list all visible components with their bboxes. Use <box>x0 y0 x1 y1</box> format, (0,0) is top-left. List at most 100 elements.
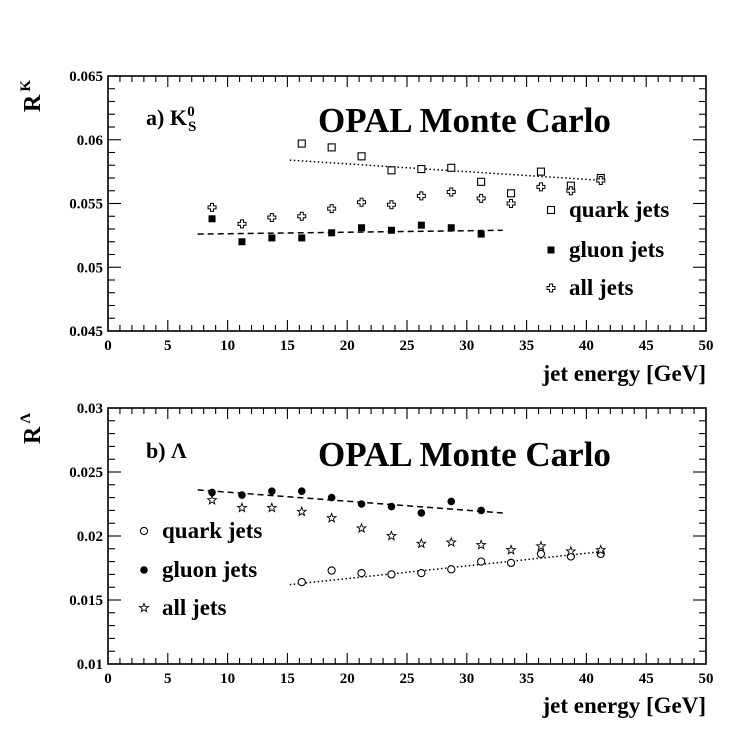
data-point-shape <box>446 187 456 197</box>
data-point-shape <box>596 176 606 186</box>
data-point <box>417 221 425 229</box>
data-point <box>355 522 368 534</box>
data-point-shape <box>387 226 395 234</box>
data-point-shape <box>447 224 455 232</box>
legend-marker <box>547 246 555 254</box>
panel-b-label: b) Λ <box>146 438 187 463</box>
data-point-shape <box>447 163 456 172</box>
data-point <box>297 139 306 148</box>
data-point <box>476 193 486 203</box>
panel-a-fit-gluon-jets <box>197 229 503 235</box>
data-point <box>595 544 607 555</box>
panel-a-ticks <box>107 75 707 332</box>
data-point <box>208 215 216 223</box>
panel-b-xtick-label: 50 <box>699 671 714 687</box>
panel-a-xlabel: jet energy [GeV] <box>542 361 706 386</box>
data-point <box>387 570 396 579</box>
data-point-shape <box>208 215 216 223</box>
panel-a-xtick-label: 10 <box>220 338 235 354</box>
data-point-shape <box>477 230 485 238</box>
panel-a: 0 5 10 15 20 25 30 35 40 45 50 0.045 0.05 0.055 0.06 0.… <box>18 69 714 386</box>
panel-a-title: OPAL Monte Carlo <box>318 101 611 140</box>
panel-a-ytick-label: 0.055 <box>69 197 103 213</box>
legend-marker-shape <box>138 602 150 613</box>
panel-a-label: a) KS0 <box>146 104 196 135</box>
data-point-shape <box>385 530 398 541</box>
legend-label: all jets <box>162 595 227 620</box>
panel-a-xtick-label: 25 <box>400 338 415 354</box>
panel-a-ytick-label: 0.045 <box>69 324 103 340</box>
data-point-shape <box>536 549 546 559</box>
panel-b-xtick-label: 35 <box>519 671 534 687</box>
data-point-shape <box>447 497 456 506</box>
panel-b-ytick-label: 0.03 <box>77 401 103 417</box>
data-point <box>267 213 277 223</box>
data-point-shape <box>417 568 426 578</box>
data-point-shape <box>506 558 516 568</box>
panel-b-ytick-label: 0.025 <box>69 465 103 481</box>
panel-b-xtick-label: 0 <box>104 671 112 687</box>
legend-marker-shape <box>547 246 555 254</box>
data-point <box>327 204 337 214</box>
data-point <box>238 491 246 499</box>
data-point-shape <box>565 545 577 557</box>
data-point <box>327 143 336 152</box>
data-point-shape <box>327 493 336 502</box>
panel-a-label-main: a) K <box>146 105 187 130</box>
data-point <box>535 540 547 552</box>
panel-b-legend: quark jets gluon jets all jets <box>138 518 262 620</box>
panel-b-xtick-label: 40 <box>579 671 594 687</box>
panel-a-xtick-label: 30 <box>459 338 474 354</box>
data-point-shape <box>298 234 306 242</box>
panel-a-ytick-label: 0.05 <box>77 260 103 276</box>
data-point-shape <box>327 566 336 575</box>
data-point <box>387 502 396 511</box>
data-point-shape <box>507 189 516 198</box>
legend-label: gluon jets <box>162 557 257 582</box>
legend-marker <box>546 283 556 293</box>
panel-b-ytick-label: 0.01 <box>77 657 103 673</box>
data-point <box>445 536 457 548</box>
data-point-shape <box>328 229 336 237</box>
data-point <box>207 202 217 212</box>
panel-a-ytick-label: 0.06 <box>77 133 104 149</box>
legend-marker <box>138 602 150 613</box>
data-point <box>417 509 426 517</box>
legend-marker <box>140 566 148 574</box>
data-point <box>266 501 278 513</box>
data-point-shape <box>357 568 366 578</box>
data-point <box>237 219 247 229</box>
data-point <box>358 224 366 232</box>
data-point <box>447 224 455 232</box>
data-point <box>387 226 395 234</box>
panel-b-xtick-label: 30 <box>459 671 474 687</box>
legend-label: quark jets <box>569 197 669 222</box>
data-point-shape <box>445 536 457 548</box>
panel-a-xtick-label: 5 <box>164 338 172 354</box>
data-point-shape <box>208 488 216 497</box>
panel-b-ticks <box>107 407 707 665</box>
data-point <box>327 493 336 502</box>
data-point-shape <box>387 570 396 579</box>
data-point <box>596 176 606 186</box>
data-point-shape <box>238 238 246 246</box>
legend-marker-shape <box>140 566 148 574</box>
panel-a-xtick-label: 20 <box>340 338 355 354</box>
panel-a-ylabel-main: R <box>20 94 46 112</box>
panel-a-ylabel-sup: K <box>18 80 34 92</box>
data-point <box>446 187 456 197</box>
data-point <box>566 186 576 196</box>
data-point <box>386 200 396 210</box>
data-point-shape <box>477 177 486 186</box>
panel-b-series-quark-jets <box>297 549 605 587</box>
data-point-shape <box>327 204 337 214</box>
data-point <box>447 565 456 574</box>
data-point <box>415 537 427 549</box>
panel-b-xtick-label: 20 <box>340 671 355 687</box>
data-point <box>565 545 577 557</box>
panel-b-xtick-label: 15 <box>280 671 295 687</box>
data-point <box>536 549 546 559</box>
data-point-shape <box>536 167 546 176</box>
data-point <box>328 229 336 237</box>
